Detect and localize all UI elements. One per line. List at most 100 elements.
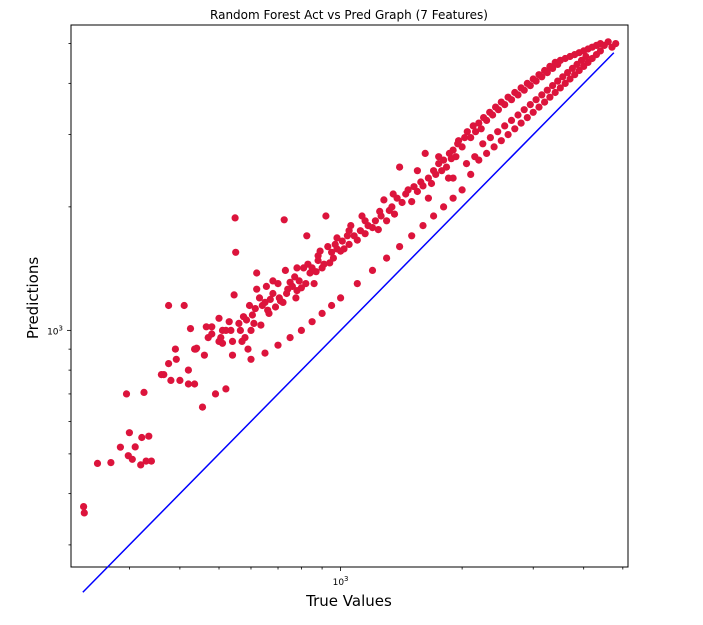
scatter-point [261,349,269,357]
scatter-point [269,289,277,298]
scatter-point [497,137,505,145]
scatter-point [265,309,273,317]
scatter-point [577,56,586,64]
scatter-point [202,323,210,331]
scatter-point [147,457,155,465]
scatter-point [388,203,396,211]
scatter-point [320,260,328,268]
scatter-point [218,339,227,347]
scatter-point [435,153,443,161]
scatter-point [116,443,124,451]
scatter-point [131,443,139,451]
scatter-point [324,243,332,251]
scatter-point [442,163,451,171]
scatter-point [228,337,237,345]
scatter-point [532,96,540,104]
scatter-point [253,285,261,293]
scatter-point [501,122,509,130]
scatter-point [541,98,549,106]
scatter-point [549,64,557,72]
scatter-point [461,134,469,142]
scatter-point [612,40,620,48]
scatter-point [353,280,361,288]
scatter-point [248,311,256,319]
scatter-point [329,254,337,262]
scatter-point [361,217,369,225]
scatter-point [472,128,480,136]
scatter-point [554,77,562,85]
scatter-point [345,227,353,235]
scatter-point [556,84,564,92]
scatter-point [333,234,341,242]
scatter-point [208,323,216,331]
scatter-point [413,167,421,175]
scatter-point [532,77,540,85]
scatter-point [225,318,233,326]
scatter-point [215,314,223,322]
scatter-point [551,88,559,97]
scatter-point [479,140,487,148]
scatter-point [374,226,382,234]
scatter-point [511,125,519,133]
scatter-point [380,196,388,204]
scatter-point [376,207,384,215]
scatter-point [122,390,131,398]
scatter-point [520,86,528,94]
scatter-point [107,459,115,467]
scatter-point [302,280,310,288]
scatter-point [561,79,569,87]
chart-title: Random Forest Act vs Pred Graph (7 Featu… [210,8,488,22]
scatter-point [353,236,361,244]
scatter-point [371,217,379,225]
scatter-point [340,245,348,253]
scatter-point [186,325,195,333]
scatter-point [469,122,477,130]
scatter-point [271,303,280,311]
scatter-point [125,429,133,437]
scatter-point [145,432,153,440]
scatter-point [160,371,168,379]
scatter-point [245,301,254,310]
scatter-point [140,388,148,396]
scatter-point [280,216,288,224]
scatter-point [137,461,145,469]
scatter-point [167,376,175,384]
scatter-point [345,240,353,248]
x-axis-label: True Values [305,592,392,610]
scatter-point [467,134,475,142]
scatter-point [242,316,251,324]
scatter-point [211,390,220,398]
scatter-point [549,82,557,90]
scatter-point [390,210,399,218]
scatter-point [337,294,345,302]
scatter-point [368,224,377,232]
scatter-point [312,268,320,276]
scatter-point [318,309,326,317]
scatter-point [165,301,173,310]
scatter-point [452,153,460,161]
scatter-point [489,111,497,119]
scatter-point [475,119,483,127]
identity-line [82,52,615,593]
scatter-point [408,232,416,240]
scatter-point [217,334,225,342]
scatter-point [310,280,318,288]
scatter-point [251,305,259,313]
scatter-point [514,91,522,99]
scatter-point [80,503,88,511]
scatter-point [440,203,448,211]
scatter-point [454,140,462,148]
scatter-point [483,116,491,124]
scatter-point [396,243,404,251]
scatter-point [322,212,330,220]
scatter-point [526,101,534,109]
scatter-point [520,106,528,114]
scatter-point [227,326,235,334]
scatter-point [142,457,150,465]
scatter-point [244,345,252,353]
scatter-point [165,360,173,368]
scatter-point [494,106,502,114]
scatter-point [247,326,255,334]
scatter-point [266,295,274,303]
scatter-point [308,318,316,326]
